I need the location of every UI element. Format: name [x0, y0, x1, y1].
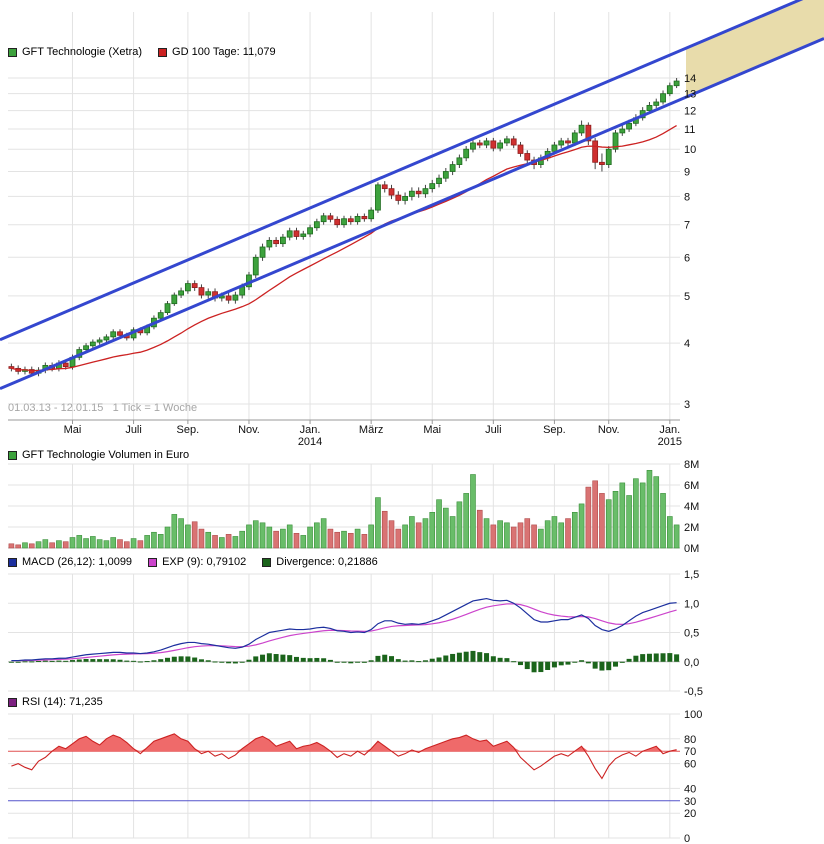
svg-text:Nov.: Nov. [238, 424, 260, 436]
macd-line [11, 597, 677, 662]
volume-bars [8, 469, 680, 549]
trend-channel [0, 0, 824, 391]
svg-text:11: 11 [684, 124, 695, 136]
divergence-swatch [262, 557, 272, 567]
legend-item-divergence: Divergence: 0,21886 [262, 556, 378, 568]
volume-y-axis-labels: 8M 6M 4M 2M 0M [684, 459, 699, 555]
svg-text:Mai: Mai [423, 424, 441, 436]
svg-text:10: 10 [684, 144, 696, 156]
svg-text:Sep.: Sep. [177, 424, 200, 436]
svg-text:0,5: 0,5 [684, 628, 699, 640]
price-gridlines [8, 77, 680, 405]
rsi-y-axis-labels: 100 80 60 40 20 0 70 30 [684, 709, 702, 844]
legend-item-rsi: RSI (14): 71,235 [8, 696, 103, 708]
svg-text:60: 60 [684, 759, 696, 771]
svg-text:März: März [359, 424, 383, 436]
svg-text:Jan.: Jan. [659, 424, 680, 436]
date-range-watermark: 01.03.13 - 12.01.15 1 Tick = 1 Woche [8, 402, 198, 414]
svg-text:4M: 4M [684, 501, 699, 513]
svg-text:9: 9 [684, 167, 690, 179]
price-legend: GFT Technologie (Xetra) GD 100 Tage: 11,… [8, 46, 276, 58]
svg-text:6: 6 [684, 252, 690, 264]
svg-text:30: 30 [684, 796, 696, 808]
svg-text:0M: 0M [684, 543, 699, 555]
rsi-line [11, 733, 677, 780]
rsi-area [11, 733, 677, 752]
svg-text:0: 0 [684, 833, 690, 844]
svg-text:80: 80 [684, 734, 696, 746]
svg-text:Jan.: Jan. [300, 424, 321, 436]
divergence-label: Divergence: 0,21886 [276, 556, 378, 568]
price-series-swatch [8, 47, 17, 57]
price-y-axis-labels: 14 13 12 11 10 9 8 7 6 5 4 3 [684, 73, 696, 411]
svg-text:3: 3 [684, 399, 690, 411]
svg-text:40: 40 [684, 783, 696, 795]
channel-upper-line [0, 0, 804, 342]
legend-item-macd: MACD (26,12): 1,0099 [8, 556, 132, 568]
legend-item-price-series: GFT Technologie (Xetra) [8, 46, 142, 58]
svg-text:1,0: 1,0 [684, 598, 699, 610]
svg-text:2015: 2015 [658, 436, 682, 448]
macd-line-group [11, 597, 677, 662]
macd-label: MACD (26,12): 1,0099 [22, 556, 133, 568]
svg-text:Nov.: Nov. [598, 424, 620, 436]
svg-text:Sep.: Sep. [543, 424, 566, 436]
svg-text:Juli: Juli [125, 424, 142, 436]
channel-fill [686, 0, 824, 98]
rsi-label: RSI (14): 71,235 [22, 696, 103, 708]
legend-item-volume: GFT Technologie Volumen in Euro [8, 449, 189, 461]
exp-label: EXP (9): 0,79102 [162, 556, 247, 568]
macd-y-axis-labels: 1,5 1,0 0,5 0,0 -0,5 [684, 569, 703, 698]
svg-text:13: 13 [684, 89, 696, 101]
macd-lines [11, 603, 677, 662]
svg-text:7: 7 [684, 220, 690, 232]
macd-legend: MACD (26,12): 1,0099 EXP (9): 0,79102 Di… [8, 556, 378, 568]
volume-swatch [8, 450, 17, 460]
gd100-swatch [158, 47, 168, 57]
svg-text:12: 12 [684, 106, 696, 118]
exp-swatch [148, 557, 158, 567]
svg-text:Mai: Mai [64, 424, 82, 436]
svg-text:1,5: 1,5 [684, 569, 699, 581]
rsi-overbought-fill [11, 733, 677, 752]
svg-text:100: 100 [684, 709, 702, 721]
channel-lower-line [0, 37, 824, 391]
svg-text:8M: 8M [684, 459, 699, 471]
legend-item-gd100: GD 100 Tage: 11,079 [158, 46, 276, 58]
svg-text:0,0: 0,0 [684, 657, 699, 669]
gd100-line [11, 124, 677, 372]
rsi-legend: RSI (14): 71,235 [8, 696, 103, 708]
svg-text:-0,5: -0,5 [684, 686, 703, 698]
volume-legend: GFT Technologie Volumen in Euro [8, 449, 189, 461]
macd-histogram [8, 650, 680, 673]
svg-text:2014: 2014 [298, 436, 322, 448]
price-candles [8, 78, 680, 377]
legend-item-exp: EXP (9): 0,79102 [148, 556, 246, 568]
rsi-swatch [8, 697, 17, 707]
svg-text:5: 5 [684, 291, 690, 303]
exp-signal-line [11, 603, 677, 662]
svg-text:14: 14 [684, 73, 696, 85]
svg-text:6M: 6M [684, 480, 699, 492]
svg-text:8: 8 [684, 191, 690, 203]
volume-label: GFT Technologie Volumen in Euro [22, 449, 190, 461]
svg-text:20: 20 [684, 808, 696, 820]
svg-text:70: 70 [684, 746, 696, 758]
rsi-gridlines [8, 713, 680, 839]
macd-gridlines [8, 573, 680, 692]
svg-text:2M: 2M [684, 522, 699, 534]
macd-swatch [8, 557, 17, 567]
rsi-line-group [11, 733, 677, 780]
svg-text:Juli: Juli [485, 424, 502, 436]
svg-text:4: 4 [684, 338, 690, 350]
price-series-label: GFT Technologie (Xetra) [22, 46, 143, 58]
gd100-label: GD 100 Tage: 11,079 [172, 46, 276, 58]
